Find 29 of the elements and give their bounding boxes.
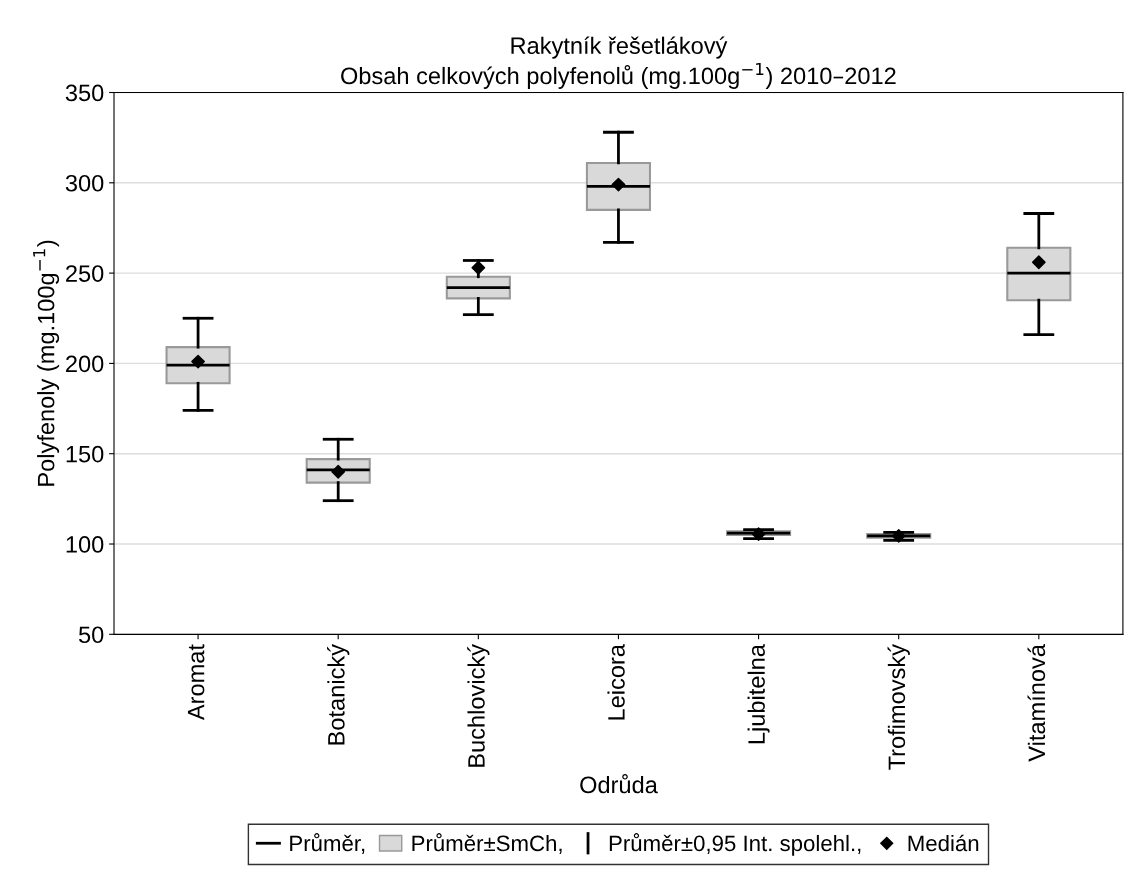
point [891,528,906,543]
point [191,354,205,369]
y-tick-label: 100 [66,536,104,553]
chart-title: Rakytník řešetlákový [511,36,728,59]
y-tick-label: 200 [66,355,104,373]
y-tick-label: 300 [65,174,104,192]
point [611,177,626,192]
y-tick-label: 350 [65,84,104,102]
point [751,527,766,541]
chart-subtitle: Obsah celkových polyfenolů (mg.100g$^{−1}$) 2010–2012 [341,62,896,89]
legend-label: Průměr±SmCh, [412,833,562,854]
text: Průměr, [290,833,365,854]
y-axis-title: Polyfenoly (mg.100g$^{−1}$) [33,240,60,486]
x-tick-label: Vitamínová [1027,644,1046,762]
x-tick-label: Ljubitelna [747,644,770,744]
y-tick-label: 150 [66,445,104,463]
text: Průměr±0,95 Int. spolehl., [609,833,861,856]
x-tick-label: Trofimovský [887,644,910,770]
y-tick-label: 250 [66,265,104,282]
point [331,464,346,479]
y-tick-label: 50 [78,626,104,644]
x-tick-label: Leicora [607,644,625,720]
x-tick-label: Aromat [187,644,205,721]
point [471,260,486,275]
legend-label: Medián [908,834,979,852]
x-tick-label: Buchlovický [467,644,490,767]
x-tick-label: Botanický [327,644,350,745]
x-axis-title: Odrůda [580,774,658,794]
point [1031,255,1046,270]
